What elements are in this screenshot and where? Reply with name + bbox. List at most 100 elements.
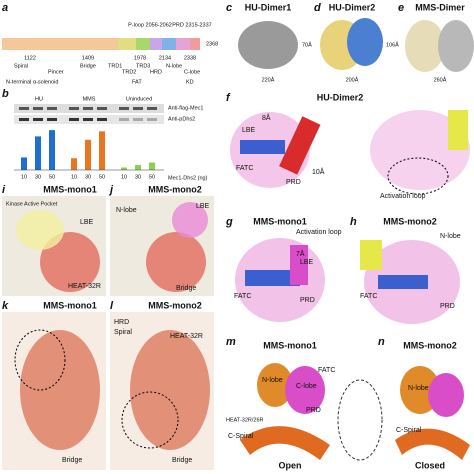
lane-label: 50 [149,174,155,180]
lane-label: 50 [49,174,55,180]
label: Bridge [176,285,196,292]
helix [448,110,468,150]
state: Open [278,460,301,470]
panel-label: l [110,300,114,312]
band [47,107,57,110]
domain-label: TRD2 [122,69,136,75]
dimension: 260Å [434,76,447,83]
label: Spiral [114,329,132,336]
bar [35,136,41,170]
helix [240,140,285,154]
position: 2338 [184,55,196,61]
label: HEAT-32R [170,333,203,340]
panel-title: MMS-Dimer [415,2,465,12]
domain-label: HRD [150,69,162,75]
domain-shape [285,366,325,414]
lane-label: 10 [71,174,77,180]
panel-title: HU-Dimer2 [317,92,364,102]
band [47,118,57,121]
bar [85,139,91,170]
panel-label: j [108,184,114,196]
label: PRD [300,297,315,304]
bar [71,158,77,170]
panel-label: e [398,2,404,14]
bar [99,131,105,170]
label: LBE [242,127,256,134]
label: LBE [300,259,314,266]
panel-label: g [225,216,233,228]
lane-label: 10 [121,174,127,180]
lane-label: 30 [85,174,91,180]
label: FATC [236,165,253,172]
panels-ij: i MMS-mono1 Kinase Active Pocket LBE HEA… [2,184,214,296]
domain-label: Bridge [80,63,96,69]
dimension: 70Å [302,41,312,48]
domain-shape [428,373,464,417]
domain [118,38,136,50]
label: N-lobe [116,207,137,214]
label: FATC [360,293,377,300]
band [69,107,79,110]
position: 1122 [24,55,36,61]
band [33,107,43,110]
domain [2,38,118,50]
structure [146,232,206,292]
group-label: HU [35,96,43,102]
panel-title: MMS-mono2 [148,184,202,194]
helix [360,240,382,270]
panel-f: f HU-Dimer2 LBE FATC PRD 8Å 10Å Activati… [226,92,470,200]
domain-shape [257,363,293,407]
position: 1409 [82,55,94,61]
label: Bridge [172,457,192,464]
label: C-lobe [296,383,317,390]
bar [121,167,127,170]
label: 7Å [296,249,305,258]
domain [162,38,176,50]
domain-label: KD [186,79,194,85]
helix [378,275,428,289]
label: LBE [196,203,210,210]
domain [190,38,200,50]
label: C-Spiral [396,427,422,434]
panels-cde: c HU-Dimer1 220Å 70Å d HU-Dimer2 200Å 10… [226,2,474,83]
label: Activation loop [296,229,342,236]
band [97,107,107,110]
panel-title: MMS-mono2 [403,340,457,350]
panel-b: b Anti-flag-Mec1 Anti-pDhs2 Mec1-Dhs2 (n… [2,88,208,182]
domain [136,38,150,50]
panel-label: f [226,92,231,104]
label: N-lobe [262,377,283,384]
structure [130,330,210,450]
band [33,118,43,121]
band [19,107,29,110]
panels-gh: g MMS-mono1 Activation loop 7Å LBE FATC … [225,216,461,324]
density-map [238,21,298,69]
label: N-lobe [408,385,429,392]
state: Closed [415,460,445,470]
panel-label: i [2,184,6,196]
group-label: MMS [83,96,96,102]
annotation: PRD 2315-2337 [172,22,211,28]
panel-a: a 1122 1409 1978 2134 2338 2368 P-loop 2… [2,2,218,85]
panels-kl: k MMS-mono1 Bridge l MMS-mono2 HRD Spira… [2,300,214,470]
domain [176,38,190,50]
label: LBE [80,219,94,226]
panels-mn: m MMS-mono1 N-lobe C-lobe FATC PRD HEAT-… [226,336,470,470]
panel-label: m [226,336,236,348]
blot-label: Anti-flag-Mec1 [168,105,203,111]
label: PRD [306,407,321,414]
label: HRD [114,319,129,326]
label: Kinase Active Pocket [6,201,58,207]
label: Bridge [62,457,82,464]
panel-title: HU-Dimer2 [329,2,376,12]
bar [149,162,155,170]
band [133,107,143,110]
structure [172,202,208,238]
domain-label: Pincer [48,69,64,75]
band [147,107,157,110]
helix [290,245,308,285]
helix [245,270,300,286]
panel-label: d [314,2,321,14]
dashed-circle [121,391,179,449]
